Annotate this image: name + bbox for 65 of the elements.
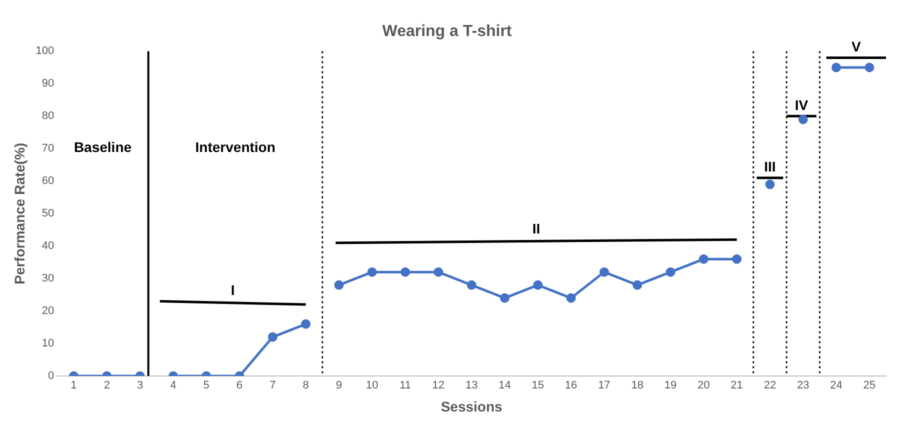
- x-tick-label: 8: [302, 380, 309, 392]
- y-tick-label: 100: [36, 45, 54, 58]
- y-tick-label: 10: [42, 338, 54, 350]
- point: [632, 280, 642, 290]
- point: [566, 293, 576, 303]
- point: [500, 293, 510, 303]
- series-label: V: [851, 38, 862, 55]
- x-tick-label: 16: [564, 380, 578, 392]
- x-tick-label: 20: [698, 380, 710, 392]
- x-tick-label: 18: [631, 380, 644, 392]
- x-tick-label: 15: [532, 380, 544, 392]
- y-tick-label: 60: [42, 175, 54, 188]
- x-tick-label: 4: [170, 380, 176, 392]
- annotation: Intervention: [195, 138, 276, 155]
- y-tick-label: 30: [42, 272, 54, 285]
- point: [367, 267, 377, 277]
- series-label: IV: [794, 97, 809, 114]
- y-tick-label: 80: [42, 110, 54, 122]
- y-tick-label: 0: [48, 370, 54, 382]
- point: [533, 280, 543, 290]
- point: [466, 280, 476, 290]
- x-tick-label: 7: [270, 380, 276, 392]
- annotation: Baseline: [74, 138, 132, 155]
- x-tick-label: 24: [830, 380, 842, 392]
- point: [599, 267, 609, 277]
- x-tick-label: 21: [730, 380, 743, 392]
- x-tick-label: 1: [70, 380, 77, 392]
- x-tick-label: 5: [203, 380, 210, 392]
- x-tick-label: 25: [863, 380, 876, 392]
- point: [698, 254, 708, 264]
- series-label: I: [230, 282, 235, 298]
- point: [832, 62, 842, 72]
- x-tick-label: 6: [236, 380, 243, 392]
- point: [301, 319, 311, 329]
- x-tick-label: 23: [796, 380, 810, 392]
- y-tick-label: 90: [42, 78, 54, 90]
- point: [334, 280, 344, 290]
- x-tick-label: 19: [664, 380, 677, 392]
- x-tick-label: 2: [104, 380, 110, 392]
- point: [400, 267, 410, 277]
- y-axis-title: Performance Rate(%): [11, 142, 28, 284]
- y-tick-label: 40: [42, 240, 54, 252]
- x-tick-label: 13: [465, 380, 478, 392]
- y-tick-label: 20: [42, 305, 54, 318]
- x-tick-label: 22: [764, 380, 776, 392]
- x-tick-label: 10: [366, 380, 378, 392]
- point: [268, 332, 278, 342]
- x-tick-label: 3: [136, 380, 144, 392]
- y-tick-label: 70: [42, 142, 54, 155]
- series-label: III: [764, 158, 776, 175]
- point: [765, 180, 775, 190]
- point: [732, 254, 742, 264]
- point: [434, 267, 444, 277]
- x-tick-label: 11: [400, 380, 411, 392]
- point: [864, 62, 874, 72]
- point: [798, 114, 808, 124]
- y-tick-label: 50: [42, 208, 54, 220]
- x-tick-label: 17: [598, 380, 610, 392]
- chart-title: Wearing a T-shirt: [382, 23, 512, 40]
- point: [666, 267, 676, 277]
- x-tick-label: 9: [336, 380, 342, 392]
- x-tick-label: 12: [432, 380, 445, 392]
- x-axis-title: Sessions: [440, 398, 503, 414]
- x-tick-label: 14: [498, 380, 511, 392]
- series-label: II: [532, 220, 540, 236]
